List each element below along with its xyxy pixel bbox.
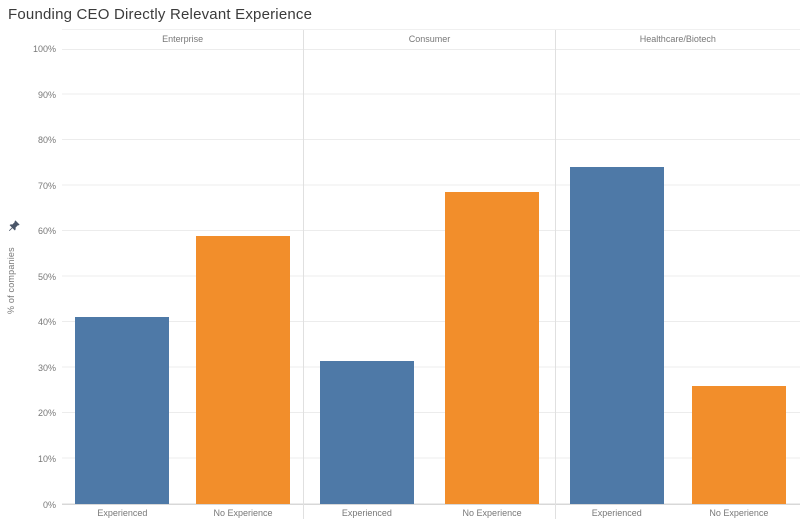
bar-cell [556, 50, 678, 504]
y-tick: 100% [32, 44, 56, 54]
x-label-experienced: Experienced [97, 508, 148, 518]
x-label-no-experience: No Experience [709, 508, 769, 518]
y-tick: 70% [37, 181, 56, 191]
facet-plot [555, 49, 800, 505]
y-tick: 60% [37, 226, 56, 236]
y-tick: 90% [37, 90, 56, 100]
bar-healthcare-experienced[interactable] [569, 167, 664, 504]
bar-enterprise-no-experience[interactable] [196, 235, 290, 504]
bar-enterprise-experienced[interactable] [75, 317, 170, 504]
x-label-no-experience: No Experience [213, 508, 273, 518]
facet-plot [304, 49, 555, 505]
y-tick: 20% [37, 408, 56, 418]
bar-consumer-no-experience[interactable] [445, 192, 540, 504]
x-label-experienced: Experienced [591, 508, 642, 518]
bar-cell [183, 50, 304, 504]
bar-cell [430, 50, 555, 504]
panel-enterprise: Enterprise Experienced No Experience [62, 30, 305, 519]
plot-area: Enterprise Experienced No Experience Con… [62, 29, 800, 519]
facet-header: Consumer [304, 30, 555, 50]
bar-cell [678, 50, 800, 504]
x-label-no-experience: No Experience [462, 508, 522, 518]
bar-cell [304, 50, 429, 504]
pinned-axis-icon[interactable] [8, 219, 20, 232]
y-tick: 80% [37, 135, 56, 145]
y-tick: 30% [37, 363, 56, 373]
x-label-experienced: Experienced [341, 508, 392, 518]
y-tick: 50% [37, 272, 56, 282]
x-category-labels: Experienced No Experience [304, 508, 554, 519]
bar-cell [62, 50, 183, 504]
x-category-labels: Experienced No Experience [62, 508, 303, 519]
facet-header: Healthcare/Biotech [555, 30, 800, 50]
panel-consumer: Consumer Experienced No Experience [304, 30, 556, 519]
facet-header: Enterprise [62, 30, 304, 50]
bar-healthcare-no-experience[interactable] [691, 385, 786, 504]
y-tick: 0% [42, 500, 56, 510]
facet-plot [62, 49, 304, 505]
x-category-labels: Experienced No Experience [556, 508, 800, 519]
chart-title: Founding CEO Directly Relevant Experienc… [8, 6, 313, 23]
bar-consumer-experienced[interactable] [319, 360, 414, 504]
panel-healthcare-biotech: Healthcare/Biotech Experienced No Experi… [555, 30, 800, 519]
y-tick: 10% [37, 454, 56, 464]
y-tick: 40% [37, 317, 56, 327]
